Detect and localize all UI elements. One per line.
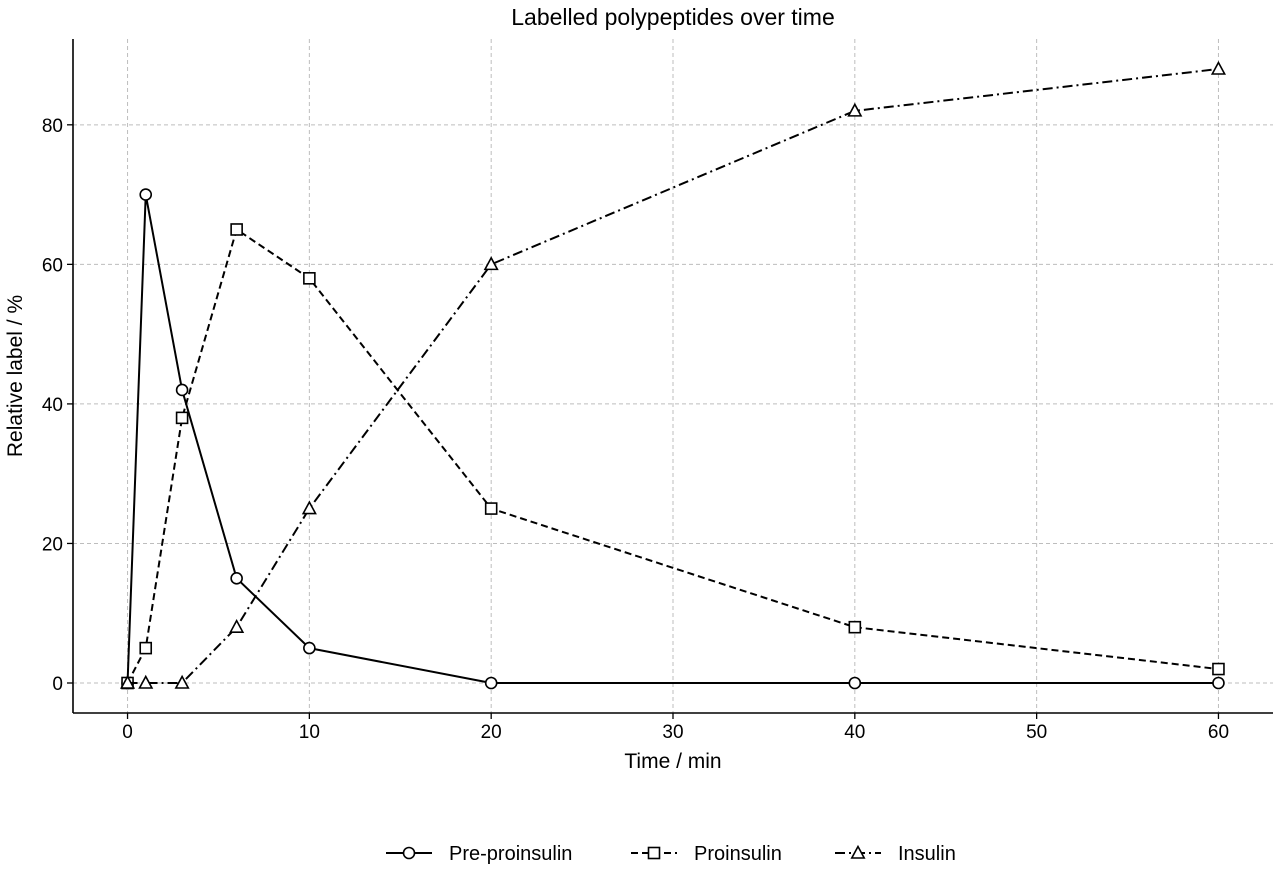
- data-point-insulin: [847, 102, 863, 117]
- data-point-pre-proinsulin: [175, 383, 189, 397]
- x-tick-label: 30: [662, 722, 683, 743]
- legend-label-proinsulin: Proinsulin: [694, 843, 782, 865]
- legend-marker-pre-proinsulin: [402, 846, 416, 860]
- legend-marker-proinsulin: [647, 846, 661, 860]
- x-tick-label: 10: [299, 722, 320, 743]
- series-insulin: [120, 60, 1226, 689]
- data-point-proinsulin: [303, 272, 316, 285]
- data-point-insulin: [138, 674, 154, 689]
- data-point-proinsulin: [484, 502, 498, 515]
- legend: Pre-proinsulin Proinsulin Insulin: [386, 843, 956, 865]
- data-point-pre-proinsulin: [230, 572, 243, 585]
- grid: [73, 39, 1273, 713]
- data-point-pre-proinsulin: [303, 641, 316, 655]
- data-point-pre-proinsulin: [484, 676, 498, 690]
- y-tick-label: 40: [42, 395, 63, 416]
- y-axis-label: Relative label / %: [4, 295, 27, 457]
- data-point-insulin: [120, 674, 136, 689]
- data-point-insulin: [483, 256, 499, 271]
- y-tick-label: 0: [52, 674, 63, 695]
- data-point-proinsulin: [848, 620, 862, 634]
- legend-label-insulin: Insulin: [898, 843, 956, 865]
- legend-item-proinsulin: Proinsulin: [631, 843, 782, 865]
- series-line-insulin: [127, 68, 1219, 684]
- data-point-insulin: [1210, 60, 1226, 75]
- x-tick-label: 40: [844, 722, 865, 743]
- series-proinsulin: [121, 223, 1225, 690]
- data-point-proinsulin: [1212, 662, 1225, 676]
- series-line-pre-proinsulin: [126, 193, 1219, 684]
- data-point-insulin: [301, 500, 317, 515]
- x-axis-label: Time / min: [624, 750, 721, 773]
- x-tick-label: 60: [1208, 722, 1229, 743]
- x-tick-label: 0: [122, 722, 133, 743]
- data-point-insulin: [174, 674, 190, 689]
- chart-title: Labelled polypeptides over time: [511, 4, 834, 30]
- legend-label-pre-proinsulin: Pre-proinsulin: [449, 843, 572, 865]
- axes: [67, 39, 1273, 719]
- y-tick-label: 20: [42, 534, 63, 555]
- legend-item-pre-proinsulin: Pre-proinsulin: [386, 843, 572, 865]
- data-point-proinsulin: [139, 641, 153, 655]
- data-point-pre-proinsulin: [139, 188, 153, 201]
- series-layer: [120, 60, 1226, 690]
- y-tick-label: 80: [42, 116, 63, 137]
- data-point-pre-proinsulin: [1212, 676, 1225, 690]
- x-tick-label: 20: [481, 722, 502, 743]
- data-point-insulin: [229, 618, 245, 633]
- x-tick-label: 50: [1026, 722, 1047, 743]
- tick-labels: 0 10 20 30 40 50 60 0 20 40 60 80: [42, 116, 1229, 743]
- legend-item-insulin: Insulin: [835, 843, 956, 865]
- data-point-pre-proinsulin: [848, 676, 862, 690]
- data-point-proinsulin: [175, 411, 189, 425]
- series-line-proinsulin: [126, 228, 1219, 684]
- data-point-proinsulin: [230, 223, 243, 236]
- legend-marker-insulin: [850, 844, 866, 859]
- y-tick-label: 60: [42, 255, 63, 276]
